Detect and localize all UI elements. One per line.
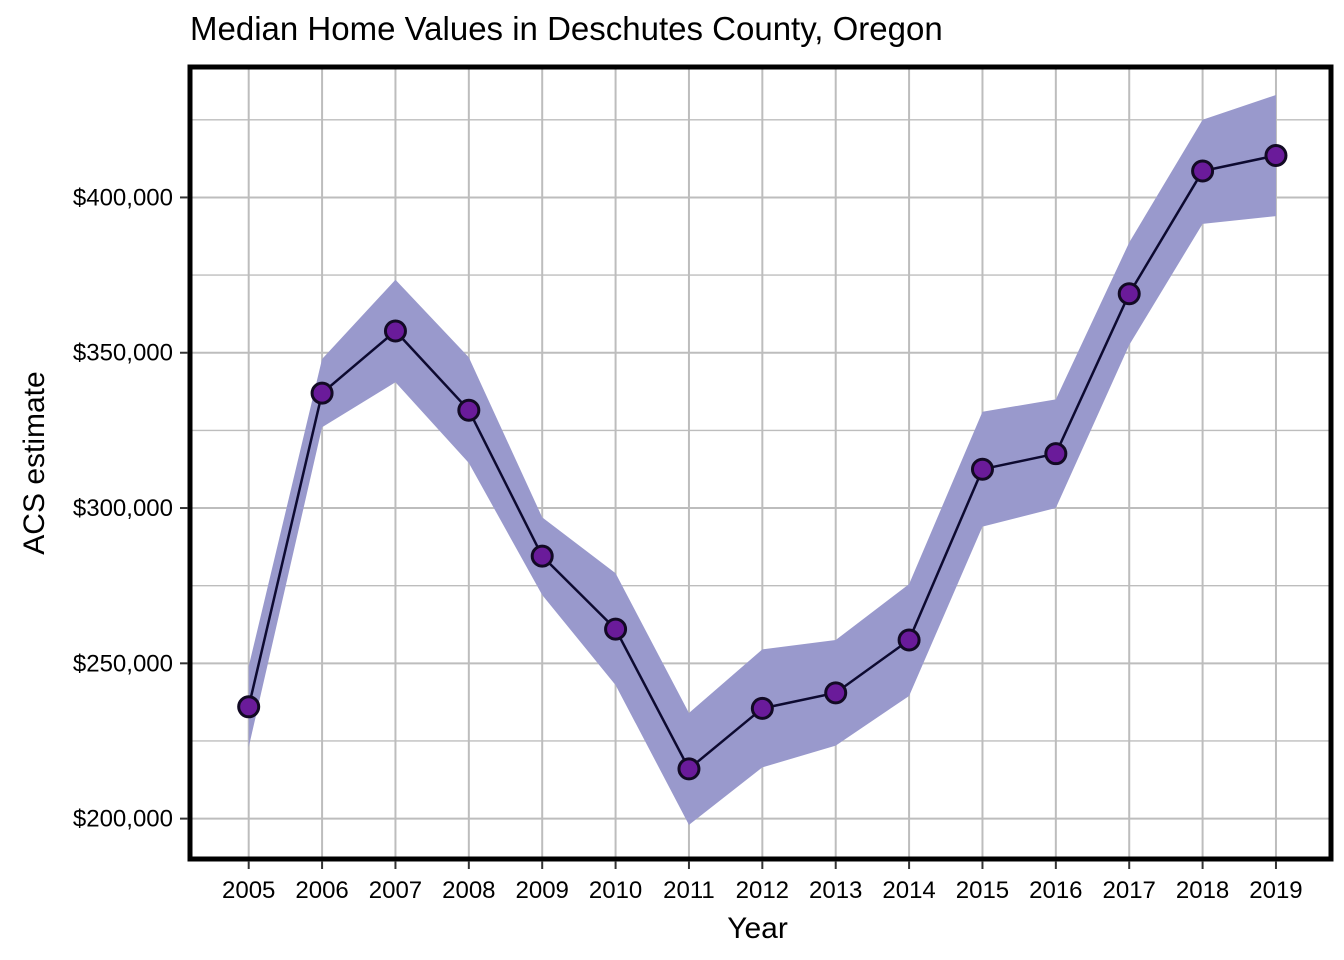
data-point-2008 [457, 398, 481, 422]
y-tick-label: $200,000 [73, 806, 173, 833]
data-point-2014 [897, 628, 921, 652]
x-tick-label: 2014 [882, 877, 935, 904]
x-tick-label: 2018 [1176, 877, 1229, 904]
y-tick-label: $300,000 [73, 495, 173, 522]
x-tick-label: 2012 [736, 877, 789, 904]
data-point-2009 [530, 544, 554, 568]
plot-frame [187, 64, 1334, 862]
y-tick-label: $250,000 [73, 650, 173, 677]
data-point-2005 [237, 695, 261, 719]
x-tick-label: 2015 [956, 877, 1009, 904]
confidence-band [248, 94, 1276, 825]
x-axis: 2005 2006 2007 2008 2009 2010 2011 2012 2013 2014… [222, 861, 1303, 904]
y-tick-label: $350,000 [73, 340, 173, 367]
x-tick-label: 2007 [369, 877, 422, 904]
data-point-2013 [824, 681, 848, 705]
x-tick-label: 2008 [442, 877, 495, 904]
data-point-2019 [1264, 144, 1288, 168]
x-tick-label: 2010 [589, 877, 642, 904]
x-tick-label: 2017 [1103, 877, 1156, 904]
data-point-2017 [1117, 282, 1141, 306]
data-point-2010 [604, 617, 628, 641]
chart-title: Median Home Values in Deschutes County, … [190, 10, 943, 47]
data-points [237, 144, 1288, 781]
x-tick-label: 2016 [1029, 877, 1082, 904]
data-point-2006 [310, 381, 334, 405]
x-tick-label: 2009 [516, 877, 569, 904]
data-point-2016 [1044, 442, 1068, 466]
y-axis: $200,000 $250,000 $300,000 $350,000 $400,000 [73, 184, 188, 833]
x-tick-label: 2013 [809, 877, 862, 904]
data-point-2015 [970, 457, 994, 481]
data-point-2012 [750, 696, 774, 720]
y-axis-title: ACS estimate [18, 371, 51, 554]
y-tick-label: $400,000 [73, 184, 173, 211]
x-tick-label: 2019 [1249, 877, 1302, 904]
x-tick-label: 2006 [295, 877, 348, 904]
data-point-2007 [383, 319, 407, 343]
confidence-band-area [248, 94, 1276, 825]
x-tick-label: 2005 [222, 877, 275, 904]
data-point-2011 [677, 757, 701, 781]
data-point-2018 [1191, 159, 1215, 183]
x-tick-label: 2011 [663, 877, 715, 904]
x-axis-title: Year [727, 912, 788, 945]
